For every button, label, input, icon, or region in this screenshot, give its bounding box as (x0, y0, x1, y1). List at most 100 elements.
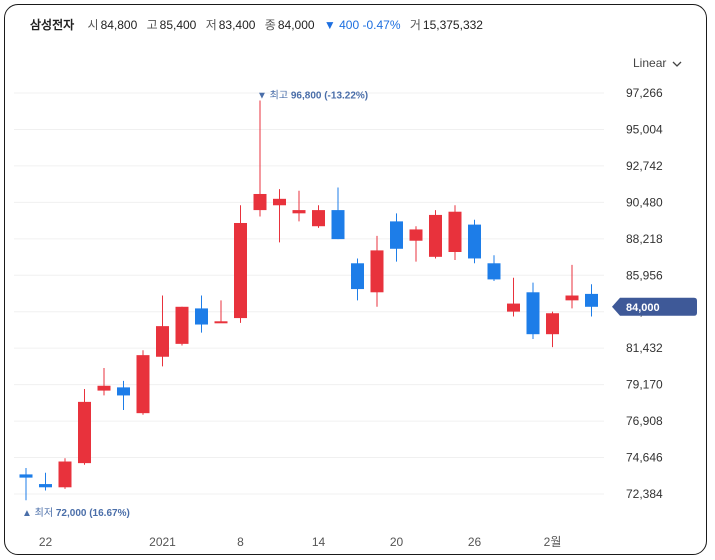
max-annotation-prefix: ▼ 최고 (257, 90, 291, 102)
candle-body (292, 210, 306, 214)
max-annotation-value: 96,800 (-13.22%) (291, 91, 368, 102)
candle (448, 205, 462, 261)
min-annotation-value: 72,000 (16.67%) (56, 508, 130, 519)
close-label: 종 (264, 18, 276, 32)
candle (214, 300, 228, 324)
x-tick-label: 2월 (544, 535, 562, 549)
candle-body (253, 193, 267, 211)
y-tick-label: 72,384 (626, 487, 663, 501)
last-price-tag-shape (612, 297, 697, 316)
candle (546, 311, 559, 348)
last-price-label: 84,000 (626, 302, 660, 314)
close-value: 84,000 (277, 18, 315, 32)
x-tick-label: 8 (237, 535, 244, 549)
x-tick-label: 14 (312, 535, 326, 549)
y-tick-label: 95,004 (626, 122, 663, 136)
stock-name: 삼성전자 (30, 18, 75, 32)
y-tick-label: 76,908 (626, 414, 663, 428)
scale-toggle-button[interactable]: Linear (633, 56, 682, 70)
candle-body (273, 198, 286, 206)
y-tick-label: 92,742 (626, 159, 663, 173)
candle-body (234, 222, 247, 319)
candle-body (156, 326, 169, 357)
y-tick-label: 88,218 (626, 232, 663, 246)
max-price-annotation: ▼ 최고 96,800 (-13.22%) (257, 90, 368, 102)
candle (78, 388, 91, 465)
candle (565, 264, 579, 309)
candle (390, 213, 403, 262)
down-arrow-icon: ▼ (323, 18, 336, 32)
candle-body (487, 263, 501, 280)
candle-body (585, 293, 598, 307)
candle (97, 368, 111, 396)
change-indicator: ▼ 400 -0.47% (324, 18, 401, 32)
y-tick-label: 79,170 (626, 378, 663, 392)
candle (585, 284, 598, 317)
candle-body (546, 313, 559, 335)
candle-body (331, 210, 345, 240)
candle (175, 306, 189, 346)
candle (331, 187, 345, 240)
y-axis: 97,26695,00492,74290,48088,21885,95683,6… (626, 86, 663, 501)
candle-body (78, 401, 91, 464)
candle-body (526, 292, 540, 335)
open-value: 84,800 (100, 18, 138, 32)
min-price-annotation: ▲ 최저 72,000 (16.67%) (22, 507, 130, 519)
candle-body (195, 308, 208, 325)
x-tick-label: 2021 (149, 535, 176, 549)
candle-body (312, 210, 325, 227)
quote-header: 삼성전자 시 84,800 고 85,400 저 83,400 종 84,000 ▼ 4… (30, 16, 489, 33)
candle (58, 458, 72, 489)
low-label: 저 (205, 18, 217, 32)
candle-body (19, 474, 33, 478)
candle (487, 255, 501, 282)
candle (156, 295, 169, 367)
candle (39, 472, 52, 491)
candle-body (370, 250, 384, 293)
candle-body (214, 321, 228, 324)
candles (19, 100, 598, 501)
candle (19, 467, 33, 501)
change-text: 400 -0.47% (339, 18, 401, 32)
x-axis: 22 2021 8 14 20 26 2월 (39, 535, 562, 549)
candle (526, 282, 540, 340)
y-tick-label: 97,266 (626, 86, 663, 100)
candle-body (175, 306, 189, 344)
candle (351, 258, 364, 301)
annotations: ▼ 최고 96,800 (-13.22%) ▲ 최저 72,000 (16.67%… (22, 90, 368, 520)
candle (507, 277, 520, 317)
min-annotation-prefix: ▲ 최저 (22, 507, 56, 519)
candle (117, 380, 130, 410)
candle-body (136, 355, 150, 414)
candle-body (351, 263, 364, 290)
low-value: 83,400 (218, 18, 256, 32)
volume-label: 거 (409, 18, 421, 32)
candle (136, 350, 150, 415)
candle-body (97, 385, 111, 391)
candle (429, 210, 442, 259)
candle (292, 190, 306, 222)
high-value: 85,400 (159, 18, 197, 32)
y-tick-label: 81,432 (626, 341, 663, 355)
candle-body (468, 224, 481, 259)
candle (273, 189, 286, 243)
candle-body (409, 229, 423, 241)
chevron-down-icon (672, 61, 682, 67)
candle (370, 235, 384, 307)
x-tick-label: 22 (39, 535, 53, 549)
candle (312, 205, 325, 228)
candle (468, 219, 481, 264)
candle (195, 295, 208, 333)
candle (234, 205, 247, 323)
scale-toggle-label: Linear (633, 56, 667, 70)
last-price-tag: 84,000 (612, 297, 697, 316)
volume-value: 15,375,332 (422, 18, 483, 32)
candle-body (390, 221, 403, 249)
candle-body (39, 484, 52, 488)
candle-body (429, 214, 442, 257)
candle-body (448, 211, 462, 253)
candle (409, 226, 423, 262)
candle-body (117, 387, 130, 396)
open-label: 시 (87, 18, 99, 32)
